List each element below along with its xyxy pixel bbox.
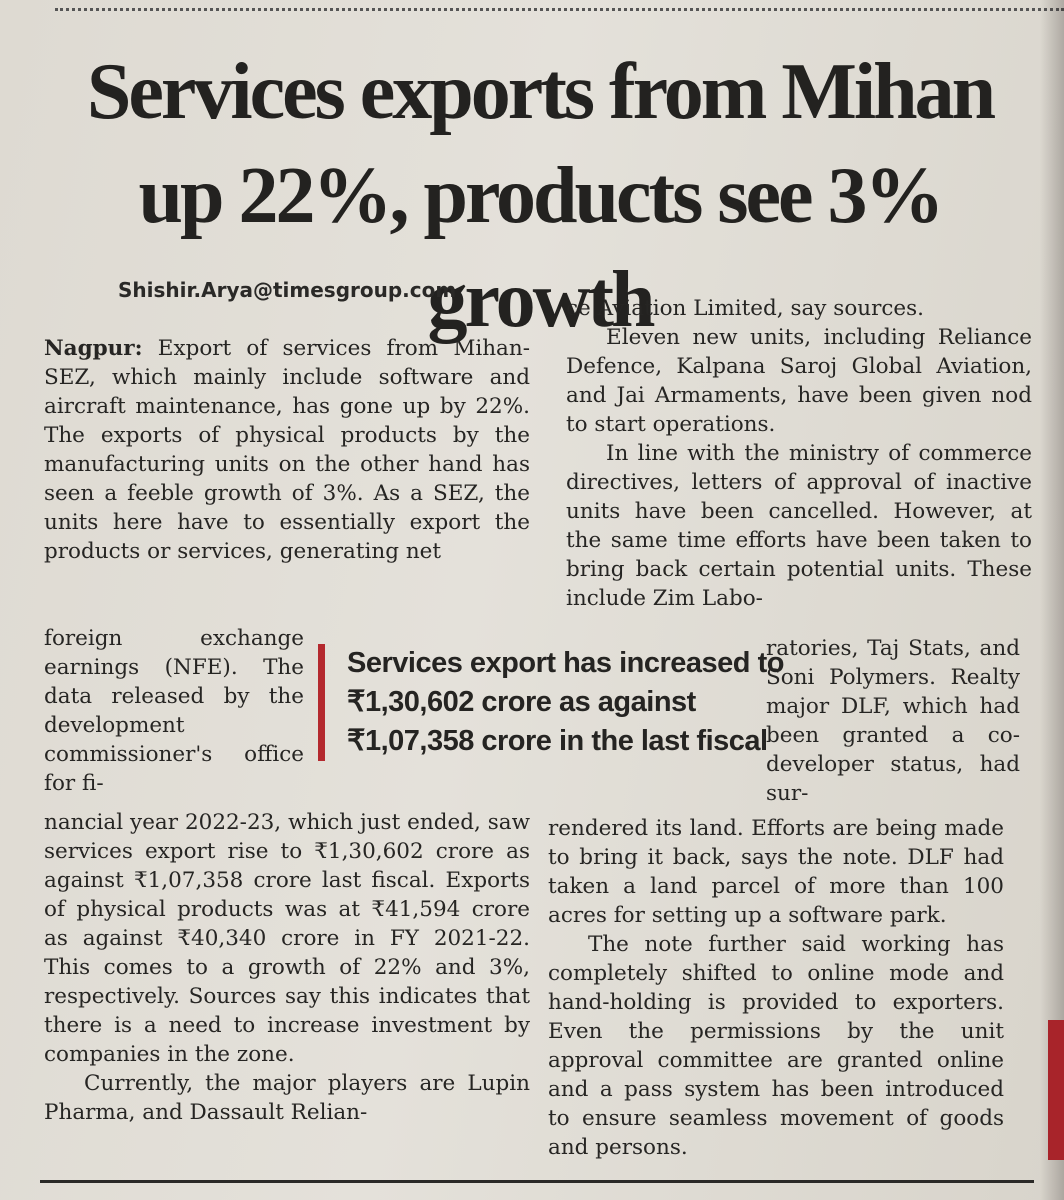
paragraph-ministry-directives: In line with the ministry of commerce di… [566,441,1032,611]
paragraph-dlf: ratories, Taj Stats, and Soni Polymers. … [766,636,1020,806]
paragraph-financial-year: nancial year 2022-23, which just ended, … [44,810,530,1067]
byline-email: Shishir.Arya@timesgroup.com [118,278,457,302]
lead-text: Export of services from Mihan-SEZ, which… [44,336,530,564]
paragraph-online-mode: The note further said working has comple… [548,932,1004,1160]
column-1-wrap: foreign exchange earnings (NFE). The dat… [44,624,304,798]
paragraph-land-surrender: rendered its land. Efforts are being mad… [548,816,1004,928]
page-edge-shadow [1040,0,1064,1200]
column-2-top: ce Aviation Limited, say sources. Eleven… [566,294,1032,613]
paragraph-data-released: foreign exchange earnings (NFE). The dat… [44,626,304,796]
paragraph-major-players: Currently, the major players are Lupin P… [44,1071,530,1125]
pull-quote: Services export has increased to ₹1,30,6… [318,644,787,761]
lead-paragraph: Nagpur: Export of services from Mihan-SE… [44,334,530,566]
article-headline: Services exports from Mihan up 22%, prod… [86,48,996,344]
bottom-rule [40,1180,1034,1183]
dateline: Nagpur: [44,336,143,361]
paragraph-new-units: Eleven new units, including Reliance Def… [566,325,1032,437]
paragraph-aviation-continued: ce Aviation Limited, say sources. [566,296,925,321]
top-dotted-rule [55,8,1064,11]
column-2-wrap: ratories, Taj Stats, and Soni Polymers. … [766,634,1020,808]
column-2-bottom: rendered its land. Efforts are being mad… [548,814,1004,1162]
page-edge-red-strip [1048,1020,1064,1160]
column-1-bottom: nancial year 2022-23, which just ended, … [44,808,530,1127]
column-1-top: Nagpur: Export of services from Mihan-SE… [44,334,530,566]
